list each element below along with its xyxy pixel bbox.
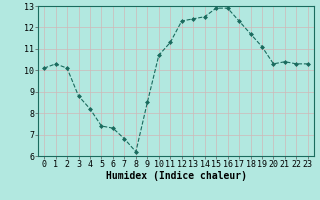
X-axis label: Humidex (Indice chaleur): Humidex (Indice chaleur): [106, 171, 246, 181]
